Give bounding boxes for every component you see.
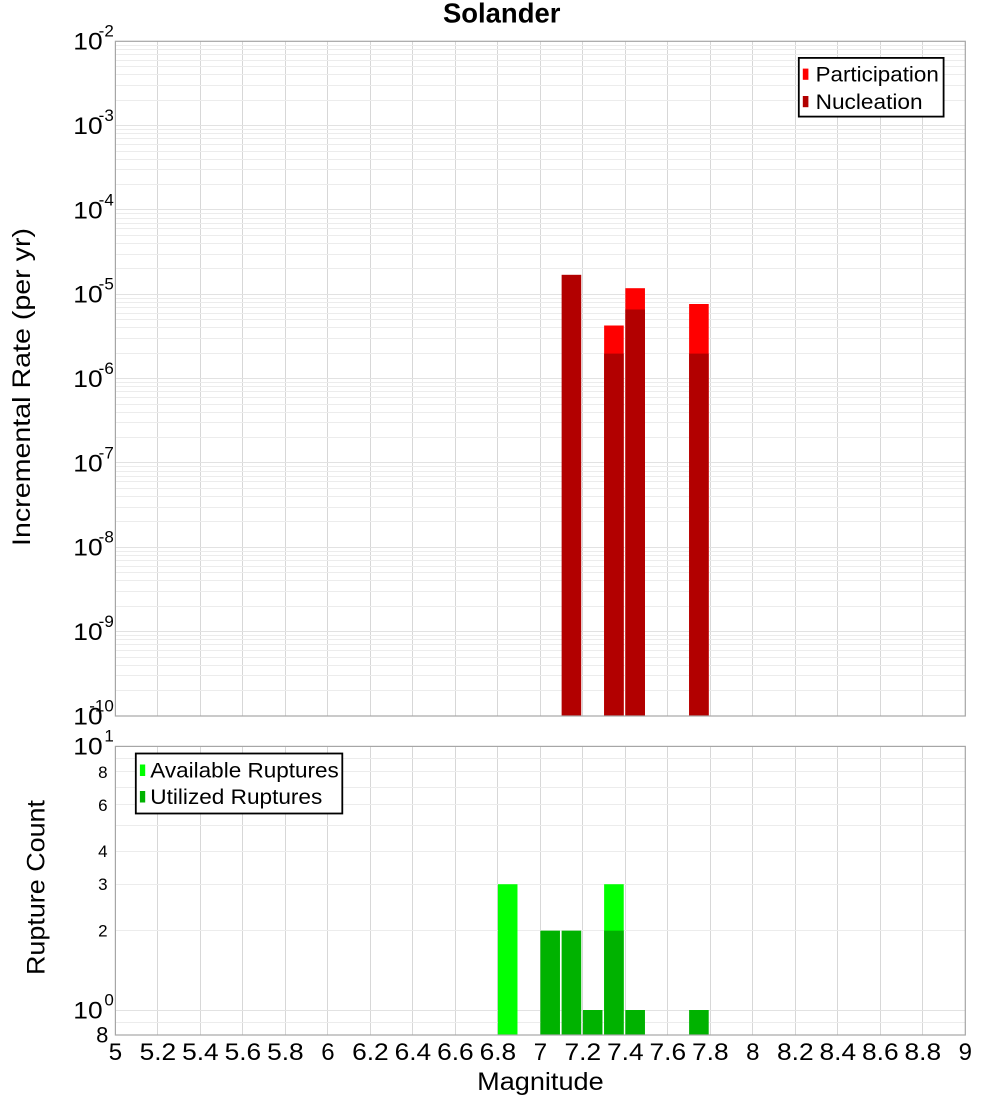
svg-text:Nucleation: Nucleation — [816, 91, 923, 114]
svg-text:6: 6 — [98, 796, 107, 815]
svg-text:5.4: 5.4 — [182, 1039, 219, 1066]
svg-text:6.4: 6.4 — [395, 1039, 432, 1066]
svg-text:10: 10 — [73, 703, 102, 730]
svg-text:10: 10 — [73, 366, 102, 393]
svg-text:5.8: 5.8 — [267, 1039, 304, 1066]
svg-text:6.2: 6.2 — [352, 1039, 389, 1066]
svg-text:2: 2 — [98, 922, 107, 941]
svg-text:-2: -2 — [99, 22, 114, 41]
svg-text:8.6: 8.6 — [862, 1039, 899, 1066]
svg-text:7.2: 7.2 — [565, 1039, 602, 1066]
svg-text:Magnitude: Magnitude — [477, 1068, 604, 1096]
svg-text:Available Ruptures: Available Ruptures — [150, 760, 339, 783]
svg-text:8: 8 — [746, 1039, 759, 1066]
svg-text:10: 10 — [73, 997, 102, 1024]
svg-text:Incremental Rate (per yr): Incremental Rate (per yr) — [8, 228, 36, 546]
svg-text:8: 8 — [96, 1023, 108, 1048]
svg-text:1: 1 — [104, 727, 113, 746]
svg-text:-9: -9 — [99, 612, 114, 631]
svg-text:10: 10 — [73, 197, 102, 224]
svg-text:10: 10 — [73, 535, 102, 562]
svg-text:5.6: 5.6 — [225, 1039, 262, 1066]
svg-text:7.8: 7.8 — [692, 1039, 729, 1066]
svg-text:3: 3 — [98, 875, 107, 894]
svg-text:9: 9 — [959, 1039, 972, 1066]
svg-text:7.4: 7.4 — [607, 1039, 644, 1066]
svg-text:Utilized Ruptures: Utilized Ruptures — [150, 786, 322, 809]
svg-text:7.6: 7.6 — [650, 1039, 687, 1066]
svg-text:6.8: 6.8 — [480, 1039, 517, 1066]
svg-text:10: 10 — [73, 282, 102, 309]
svg-text:7: 7 — [534, 1039, 547, 1066]
svg-text:-8: -8 — [99, 528, 114, 547]
svg-text:-4: -4 — [99, 190, 114, 209]
svg-text:4: 4 — [98, 842, 107, 861]
svg-text:Participation: Participation — [816, 64, 939, 87]
svg-text:10: 10 — [73, 619, 102, 646]
svg-text:8.2: 8.2 — [777, 1039, 814, 1066]
svg-text:10: 10 — [73, 734, 102, 761]
svg-text:10: 10 — [73, 113, 102, 140]
svg-text:8.4: 8.4 — [820, 1039, 857, 1066]
svg-text:6.6: 6.6 — [437, 1039, 474, 1066]
svg-text:-7: -7 — [99, 443, 114, 462]
svg-text:-6: -6 — [99, 359, 114, 378]
svg-text:8.8: 8.8 — [905, 1039, 942, 1066]
svg-text:5.2: 5.2 — [140, 1039, 177, 1066]
svg-text:-3: -3 — [99, 106, 114, 125]
svg-text:-5: -5 — [99, 275, 114, 294]
svg-text:5: 5 — [109, 1039, 122, 1066]
svg-text:0: 0 — [104, 990, 113, 1009]
svg-text:10: 10 — [73, 450, 102, 477]
svg-text:10: 10 — [73, 29, 102, 56]
svg-text:6: 6 — [321, 1039, 334, 1066]
svg-text:-10: -10 — [89, 696, 114, 715]
svg-text:8: 8 — [98, 763, 107, 782]
svg-text:Rupture Count: Rupture Count — [23, 800, 51, 975]
svg-text:Solander: Solander — [443, 0, 561, 29]
